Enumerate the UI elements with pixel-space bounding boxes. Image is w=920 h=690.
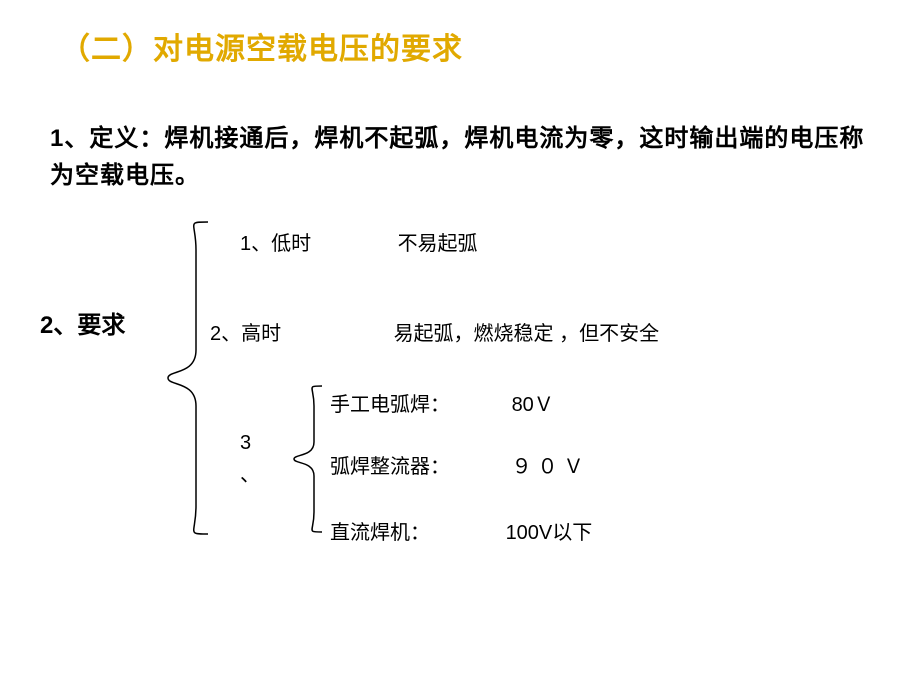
req1-label: 1、低时: [240, 227, 370, 256]
outer-brace-icon: [166, 220, 208, 536]
sub1-val: 80Ｖ: [512, 388, 554, 417]
req2-desc: 易起弧，燃烧稳定 ，但不安全: [394, 317, 660, 346]
section-2-label: 2、要求: [40, 305, 125, 340]
sub2-key: 弧焊整流器：: [330, 450, 450, 479]
sub1-key: 手工电弧焊：: [330, 388, 450, 417]
req2-label: 2、高时: [210, 317, 340, 346]
inner-brace-icon: [292, 384, 322, 534]
slide-root: （二）对电源空载电压的要求 1、定义：焊机接通后，焊机不起弧，焊机电流为零，这时…: [0, 0, 920, 690]
req3-number: 3: [240, 432, 251, 455]
sub-row-2: 弧焊整流器： ９０Ｖ: [330, 450, 590, 479]
requirement-row-1: 1、低时 不易起弧: [240, 227, 478, 256]
sub-row-3: 直流焊机： 100V以下: [330, 516, 592, 545]
sub3-key: 直流焊机：: [330, 516, 430, 545]
sub2-val: ９０Ｖ: [512, 450, 590, 479]
sub3-val: 100V以下: [506, 516, 593, 545]
req1-desc: 不易起弧: [398, 227, 478, 256]
section-title: （二）对电源空载电压的要求: [60, 24, 463, 68]
requirement-row-2: 2、高时 易起弧，燃烧稳定 ，但不安全: [210, 317, 659, 346]
sub-row-1: 手工电弧焊： 80Ｖ: [330, 388, 554, 417]
req3-punct: 、: [240, 458, 260, 487]
definition-text: 1、定义：焊机接通后，焊机不起弧，焊机电流为零，这时输出端的电压称为空载电压。: [50, 120, 870, 194]
